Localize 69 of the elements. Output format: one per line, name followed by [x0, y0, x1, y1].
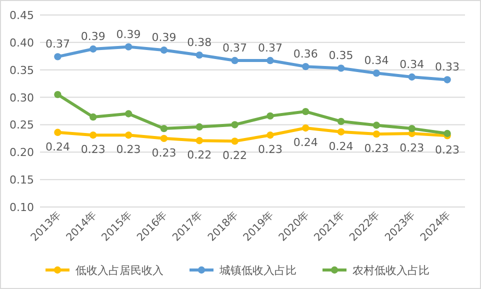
data-label: 0.34: [364, 54, 389, 68]
point: [196, 123, 203, 131]
point: [90, 113, 97, 121]
point: [302, 62, 310, 70]
point: [54, 128, 62, 136]
data-label: 0.23: [116, 143, 141, 156]
data-label: 0.37: [258, 42, 282, 55]
point: [372, 130, 380, 138]
y-tick-label: 0.30: [10, 91, 34, 104]
point: [408, 73, 416, 81]
legend-label: 农村低收入占比: [352, 264, 430, 277]
data-label: 0.23: [152, 146, 176, 160]
point: [266, 56, 274, 64]
y-tick-label: 0.25: [10, 118, 34, 132]
point: [444, 76, 451, 84]
point: [124, 132, 132, 139]
data-label: 0.24: [45, 140, 70, 154]
point: [372, 70, 380, 77]
data-label: 0.23: [80, 143, 106, 156]
data-label: 0.23: [400, 141, 424, 154]
legend-label: 城镇低收入占比: [218, 264, 296, 277]
point: [408, 124, 416, 132]
point: [124, 110, 132, 118]
data-label: 0.23: [435, 144, 460, 157]
data-label: 0.22: [187, 148, 212, 162]
y-tick-label: 0.35: [10, 64, 34, 77]
y-tick-label: 0.45: [10, 9, 34, 22]
point: [444, 130, 451, 138]
legend-label: 低收入占居民收入: [76, 264, 164, 277]
point: [54, 53, 62, 60]
y-tick-label: 0.10: [10, 201, 34, 214]
data-label: 0.37: [45, 38, 70, 51]
data-label: 0.24: [328, 140, 354, 153]
point: [160, 124, 168, 132]
point: [90, 45, 97, 53]
point: [302, 124, 310, 132]
point: [231, 121, 238, 128]
point: [337, 64, 345, 72]
data-label: 0.39: [152, 31, 176, 44]
y-tick-label: 0.40: [10, 36, 34, 50]
point: [372, 122, 380, 129]
y-tick-label: 0.15: [10, 174, 34, 187]
y-tick-label: 0.20: [10, 146, 34, 160]
point: [337, 128, 345, 136]
point: [231, 138, 238, 145]
data-label: 0.33: [435, 60, 460, 74]
point: [124, 43, 132, 50]
point: [302, 108, 310, 116]
data-label: 0.39: [116, 28, 141, 41]
point: [54, 90, 62, 98]
data-label: 0.36: [293, 48, 318, 61]
point: [337, 118, 345, 126]
data-label: 0.35: [328, 49, 354, 62]
data-label: 0.37: [222, 42, 248, 55]
data-label: 0.38: [187, 36, 212, 50]
point: [90, 132, 97, 139]
data-label: 0.24: [293, 136, 318, 150]
data-label: 0.23: [258, 143, 282, 156]
point: [231, 56, 238, 64]
point: [196, 137, 203, 144]
data-label: 0.22: [222, 149, 248, 162]
point: [196, 51, 203, 59]
point: [266, 112, 274, 120]
point: [160, 46, 168, 54]
point: [160, 134, 168, 142]
data-label: 0.34: [400, 58, 424, 71]
data-label: 0.23: [364, 142, 389, 156]
point: [266, 132, 274, 139]
data-label: 0.39: [80, 30, 106, 44]
